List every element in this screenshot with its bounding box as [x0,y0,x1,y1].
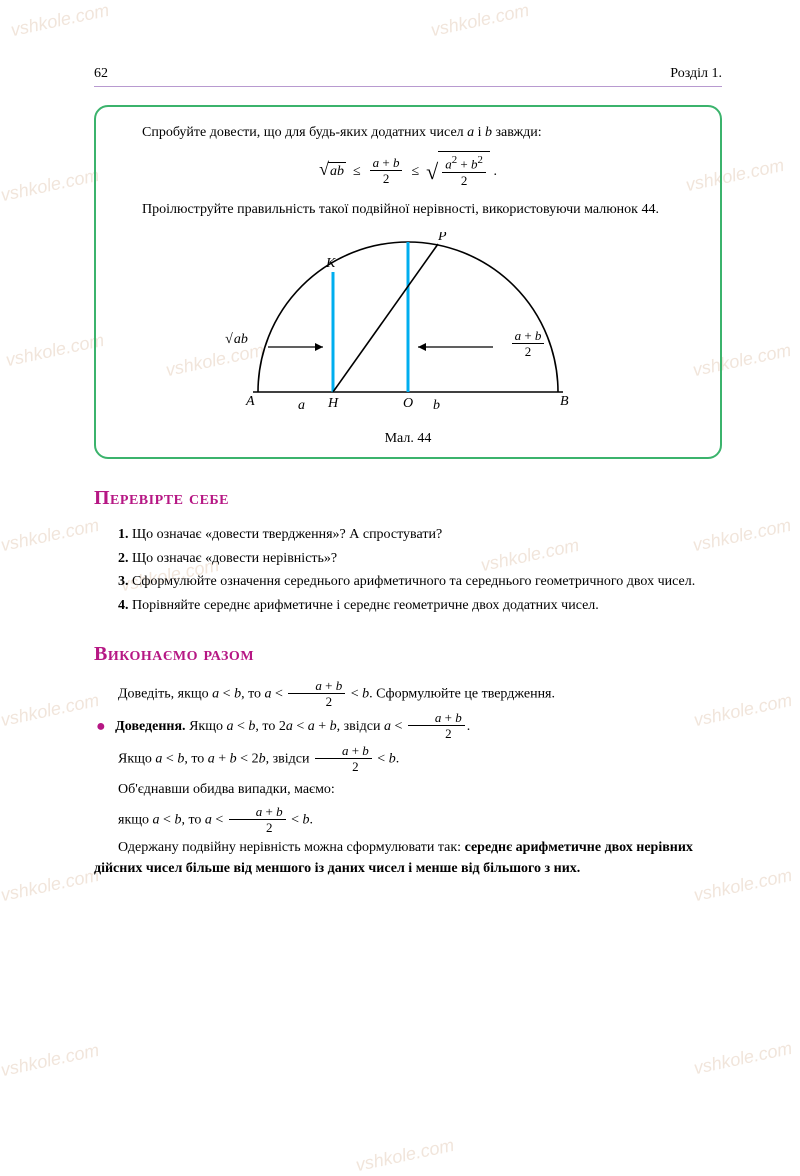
label-A: A [245,394,255,409]
text: Одержану подвійну нерівність можна сформ… [118,840,465,855]
watermark: vshkole.com [692,1038,794,1079]
text: Сформулюйте означення середнього арифмет… [132,574,695,589]
text: , то [255,719,278,734]
text: , то [184,751,207,766]
label-O: O [403,396,413,411]
text: Порівняйте середнє арифметичне і середнє… [132,598,599,613]
text: Доведіть, якщо [118,686,212,701]
page-number: 62 [94,66,108,82]
check-list: 1. Що означає «довести твердження»? А сп… [94,524,722,617]
check-item-4: 4. Порівняйте середнє арифметичне і сере… [118,595,722,617]
semicircle-diagram: P K A H O B a b √ab a + b2 [198,232,618,422]
watermark: vshkole.com [0,1040,101,1081]
label-b: b [433,398,440,413]
solve-proof-line3: Об'єднавши обидва випадки, маємо: [94,776,722,804]
text: Що означає «довести твердження»? А спрос… [132,527,442,542]
text: , звідси [266,751,313,766]
text: Що означає «довести нерівність»? [132,551,337,566]
check-item-1: 1. Що означає «довести твердження»? А сп… [118,524,722,546]
text: Спробуйте довести, що для будь-яких дода… [142,125,467,140]
page: 62 Розділ 1. Спробуйте довести, що для б… [0,0,800,921]
solve-proof-line4: якщо a < b, то a < a + b2 < b. [94,806,722,835]
text: . [396,751,400,766]
heading-check-yourself: Перевірте себе [94,487,722,510]
heading-solve-together: Виконаємо разом [94,643,722,666]
check-item-3: 3. Сформулюйте означення середнього ариф… [118,571,722,593]
box-para-1: Спробуйте довести, що для будь-яких дода… [118,123,698,143]
section-label: Розділ 1. [670,66,722,82]
proof-word: Доведення. [115,719,185,734]
solve-statement: Доведіть, якщо a < b, то a < a + b2 < b.… [94,680,722,709]
theorem-box: Спробуйте довести, що для будь-яких дода… [94,105,722,459]
figure-caption: Мал. 44 [118,431,698,447]
box-para-2: Проілюструйте правильність такої подвійн… [118,200,698,220]
text: Якщо [118,751,155,766]
diagram: P K A H O B a b √ab a + b2 [118,232,698,427]
text: якщо [118,812,153,827]
text: . [467,719,471,734]
label-B: B [560,394,569,409]
text: , звідси [337,719,384,734]
label-H: H [327,396,339,411]
text: , то [241,686,264,701]
text: . [310,812,314,827]
check-item-2: 2. Що означає «довести нерівність»? [118,548,722,570]
label-a: a [298,398,305,413]
box-inequality-formula: √ab ≤ a + b2 ≤ √a2 + b22 . [118,151,698,187]
text: і [474,125,485,140]
solve-block: Доведіть, якщо a < b, то a < a + b2 < b.… [94,680,722,879]
text: Якщо [186,719,227,734]
solve-conclusion: Одержану подвійну нерівність можна сформ… [94,837,722,879]
text: завжди: [492,125,542,140]
text: Сформулюйте це твердження. [373,686,555,701]
page-header: 62 Розділ 1. [94,66,722,87]
label-K: K [325,256,336,271]
bullet-icon: ● [96,718,106,735]
solve-proof-line2: Якщо a < b, то a + b < 2b, звідси a + b2… [94,745,722,774]
solve-proof-line1: ● Доведення. Якщо a < b, то 2a < a + b, … [72,711,722,743]
label-P: P [437,232,447,244]
text: , то [181,812,204,827]
